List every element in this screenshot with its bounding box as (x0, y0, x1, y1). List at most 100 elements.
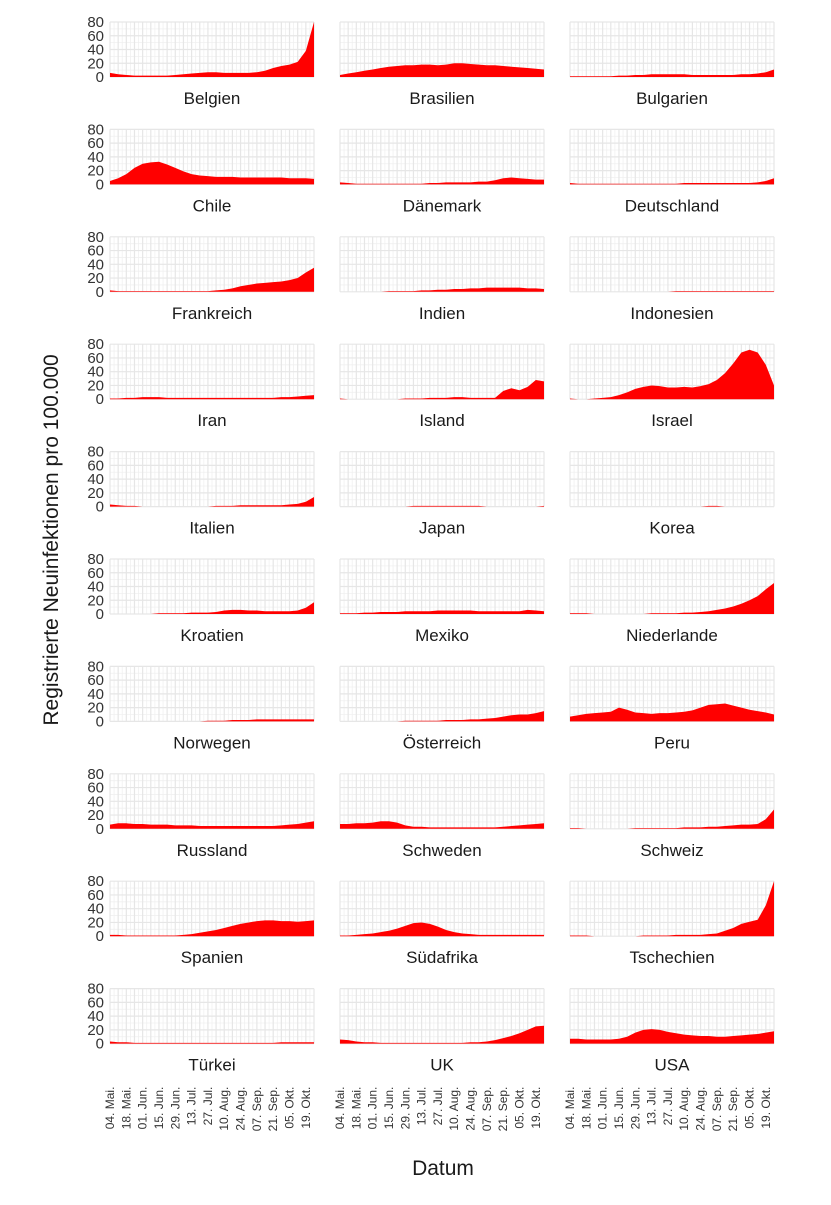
panel-label: USA (655, 1056, 691, 1075)
y-tick-label: 40 (87, 256, 104, 273)
panel-9: Indonesien (569, 236, 775, 323)
panel-label: Brasilien (409, 89, 474, 108)
area-series-brasilien (340, 63, 544, 77)
area-series-spanien (110, 920, 314, 937)
panel-21: Peru (569, 665, 775, 752)
panel-6: Deutschland (569, 128, 775, 215)
x-tick-label: 05. Okt. (283, 1087, 297, 1129)
y-tick-label: 80 (87, 14, 104, 31)
panel-label: Indien (419, 304, 465, 323)
y-tick-label: 80 (87, 766, 104, 783)
panel-label: Norwegen (173, 733, 251, 752)
y-tick-label: 20 (87, 377, 104, 394)
panel-label: Dänemark (403, 196, 482, 215)
x-tick-label: 18. Mai. (349, 1087, 363, 1130)
x-tick-label: 15. Jun. (152, 1087, 166, 1130)
panel-label: Indonesien (630, 304, 713, 323)
y-tick-label: 80 (87, 121, 104, 138)
area-series-deutschland (570, 178, 774, 185)
y-tick-label: 40 (87, 149, 104, 166)
x-tick-label: 24. Aug. (694, 1087, 708, 1131)
panel-label: Russland (177, 841, 248, 860)
area-series-indonesien (570, 291, 774, 292)
y-tick-label: 20 (87, 163, 104, 180)
area-series-mexiko (340, 609, 544, 614)
y-tick-label: 20 (87, 807, 104, 824)
area-series-österreich (340, 711, 544, 722)
panel-15: Korea (569, 451, 775, 538)
area-series-peru (570, 703, 774, 722)
panel-label: Türkei (188, 1056, 235, 1075)
x-tick-label: 13. Jul. (185, 1087, 199, 1126)
x-tick-label: 13. Jul. (415, 1087, 429, 1126)
y-tick-label: 80 (87, 336, 104, 353)
x-tick-label: 07. Sep. (710, 1087, 724, 1132)
panel-label: Italien (189, 519, 234, 538)
x-tick-label: 29. Jun. (398, 1087, 412, 1130)
y-tick-label: 60 (87, 28, 104, 45)
panel-label: Tschechien (629, 948, 714, 967)
panel-label: Peru (654, 733, 690, 752)
y-tick-label: 60 (87, 135, 104, 152)
panel-8: Indien (339, 236, 545, 323)
area-series-schweden (340, 821, 544, 829)
y-tick-label: 20 (87, 55, 104, 72)
x-axis-ticks-col-2: 04. Mai. 18. Mai. 01. Jun. 15. Jun. 29. Jun.… (333, 1087, 543, 1132)
y-tick-label: 20 (87, 700, 104, 717)
panel-label: Iran (197, 411, 226, 430)
y-tick-label: 40 (87, 471, 104, 488)
x-tick-label: 13. Jul. (645, 1087, 659, 1126)
area-series-indien (340, 287, 544, 292)
area-series-iran (110, 395, 314, 400)
x-tick-label: 24. Aug. (464, 1087, 478, 1131)
y-tick-label: 20 (87, 485, 104, 502)
panel-label: Japan (419, 519, 465, 538)
x-axis-title: Datum (412, 1157, 474, 1180)
area-series-belgien (110, 22, 314, 77)
y-tick-label: 60 (87, 457, 104, 474)
panel-26: Südafrika (339, 880, 545, 967)
y-tick-label: 60 (87, 780, 104, 797)
y-tick-label: 0 (96, 69, 104, 86)
y-tick-label: 60 (87, 672, 104, 689)
area-series-tschechien (570, 881, 774, 937)
x-tick-label: 10. Aug. (677, 1087, 691, 1131)
y-tick-label: 20 (87, 270, 104, 287)
x-tick-label: 27. Jul. (661, 1087, 675, 1126)
area-series-bulgarien (570, 69, 774, 77)
x-tick-label: 21. Sep. (726, 1087, 740, 1132)
x-axis-ticks-col-3: 04. Mai. 18. Mai. 01. Jun. 15. Jun. 29. Jun.… (563, 1087, 773, 1132)
area-series-uk (340, 1025, 544, 1044)
panel-11: Island (339, 343, 545, 430)
y-tick-label: 60 (87, 350, 104, 367)
y-tick-label: 60 (87, 887, 104, 904)
y-tick-label: 0 (96, 176, 104, 193)
x-tick-label: 01. Jun. (596, 1087, 610, 1130)
panel-label: Kroatien (180, 626, 243, 645)
x-axis-ticks-col-1: 04. Mai. 18. Mai. 01. Jun. 15. Jun. 29. Jun.… (103, 1087, 313, 1132)
y-tick-label: 40 (87, 579, 104, 596)
x-tick-label: 01. Jun. (136, 1087, 150, 1130)
x-tick-label: 19. Okt. (299, 1087, 313, 1129)
panel-29: UK (339, 987, 545, 1075)
panel-18: Niederlande (569, 558, 775, 645)
panel-label: Chile (193, 196, 232, 215)
x-tick-label: 01. Jun. (366, 1087, 380, 1130)
y-tick-label: 80 (87, 444, 104, 461)
x-tick-label: 05. Okt. (743, 1087, 757, 1129)
panel-14: Japan (339, 451, 545, 538)
panel-24: Schweiz (569, 773, 775, 860)
panel-2: Brasilien (339, 21, 545, 108)
x-tick-label: 27. Jul. (431, 1087, 445, 1126)
y-tick-label: 80 (87, 873, 104, 890)
panel-label: Schweiz (640, 841, 703, 860)
area-series-russland (110, 821, 314, 829)
x-tick-label: 10. Aug. (217, 1087, 231, 1131)
y-tick-label: 40 (87, 686, 104, 703)
panel-label: Island (419, 411, 464, 430)
y-tick-label: 80 (87, 551, 104, 568)
